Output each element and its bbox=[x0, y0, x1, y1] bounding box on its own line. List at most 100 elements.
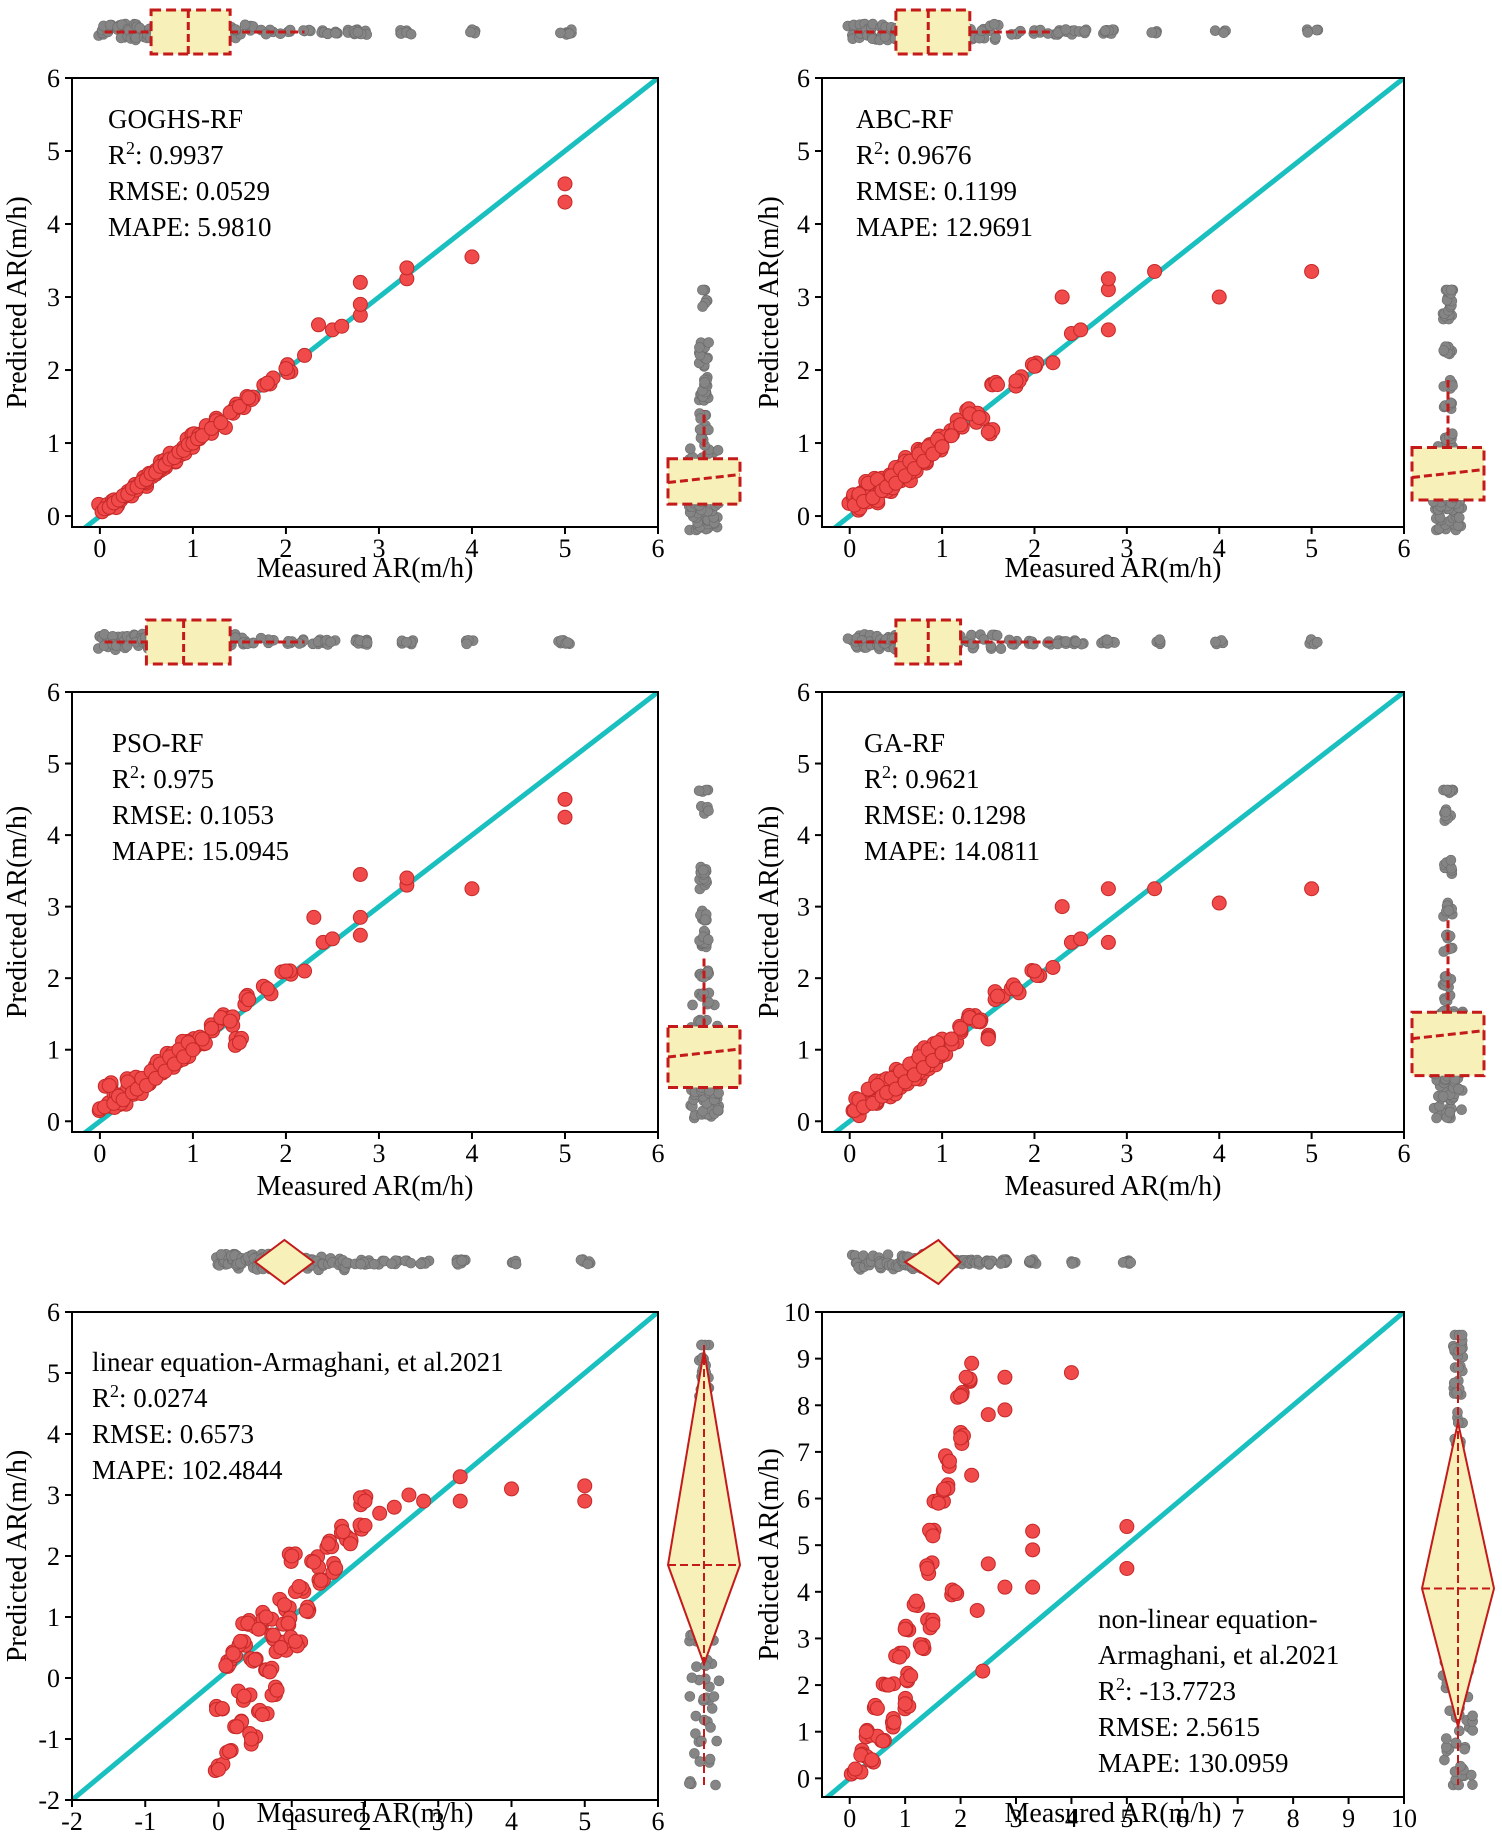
y-tick-label: 3 bbox=[797, 893, 810, 922]
y-tick-label: 3 bbox=[47, 893, 60, 922]
marginal-point bbox=[1431, 1112, 1442, 1124]
data-point bbox=[997, 1579, 1013, 1595]
marginal-point bbox=[711, 1735, 723, 1747]
marginal-point bbox=[1060, 24, 1072, 35]
data-point bbox=[914, 1640, 930, 1656]
x-tick-label: 9 bbox=[1342, 1804, 1355, 1833]
data-point bbox=[1045, 355, 1061, 371]
marginal-point bbox=[1302, 27, 1314, 38]
data-point bbox=[1119, 1519, 1135, 1535]
stat-line: MAPE: 14.0811 bbox=[864, 836, 1040, 866]
marginal-point bbox=[325, 636, 336, 648]
x-tick-label: 5 bbox=[1120, 1804, 1133, 1833]
marginal-point bbox=[456, 1255, 468, 1267]
y-tick-label: 0 bbox=[47, 1664, 60, 1693]
marginal-point bbox=[1443, 905, 1454, 916]
marginal-point bbox=[712, 444, 724, 456]
data-point bbox=[1211, 895, 1227, 911]
marginal-point bbox=[710, 1779, 721, 1791]
y-tick-label: 0 bbox=[797, 1107, 810, 1136]
y-tick-label: 4 bbox=[47, 821, 60, 850]
x-tick-label: -2 bbox=[61, 1807, 83, 1834]
x-tick-label: 3 bbox=[1120, 1139, 1133, 1168]
marginal-point bbox=[699, 914, 711, 925]
marginal-point bbox=[415, 1258, 426, 1270]
x-tick-label: 6 bbox=[1398, 1139, 1411, 1168]
plot-frame bbox=[71, 77, 659, 528]
data-point bbox=[557, 194, 573, 210]
data-point bbox=[265, 1627, 281, 1643]
scatter-panel-top-left: 0 1 2 3 4 5 6 0 1 2 3 4 5 6 Measured AR(m/h) Predicted … bbox=[2, 64, 665, 584]
data-point bbox=[925, 1616, 941, 1632]
marginal-point bbox=[697, 284, 708, 296]
y-tick-label: 6 bbox=[47, 1298, 60, 1327]
y-tick-label: 6 bbox=[797, 678, 810, 707]
y-tick-label: 4 bbox=[797, 1578, 810, 1607]
top-marginal-plot bbox=[842, 618, 1323, 666]
data-point bbox=[1054, 289, 1070, 305]
x-tick-label: 4 bbox=[465, 1139, 478, 1168]
marginal-point bbox=[684, 1778, 695, 1789]
x-axis-title: Measured AR(m/h) bbox=[257, 553, 474, 584]
marginal-point bbox=[697, 301, 708, 312]
data-point bbox=[919, 1560, 935, 1576]
marginal-point bbox=[1467, 1779, 1478, 1790]
x-tick-label: 3 bbox=[372, 1139, 385, 1168]
y-tick-label: 1 bbox=[797, 1718, 810, 1747]
marginal-point bbox=[1441, 1733, 1452, 1744]
x-tick-label: 3 bbox=[372, 534, 385, 563]
y-tick-label: 4 bbox=[797, 821, 810, 850]
y-axis-title: Predicted AR(m/h) bbox=[754, 806, 785, 1018]
data-point bbox=[306, 909, 322, 925]
data-point bbox=[284, 1548, 300, 1564]
data-point bbox=[875, 1733, 891, 1749]
data-point bbox=[185, 1042, 201, 1058]
marginal-point bbox=[1467, 1725, 1479, 1736]
data-point bbox=[464, 249, 480, 265]
x-tick-label: 6 bbox=[652, 1139, 665, 1168]
data-point bbox=[229, 1719, 245, 1735]
marginal-point bbox=[691, 1661, 702, 1672]
y-tick-label: 1 bbox=[797, 1036, 810, 1065]
stat-line: RMSE: 0.1199 bbox=[856, 176, 1017, 206]
data-point bbox=[557, 176, 573, 192]
x-tick-label: 3 bbox=[1010, 1804, 1023, 1833]
stat-line: R2: 0.9676 bbox=[856, 138, 972, 170]
identity-line bbox=[823, 1312, 1404, 1797]
x-tick-label: 1 bbox=[899, 1804, 912, 1833]
stat-line: RMSE: 0.6573 bbox=[92, 1419, 254, 1449]
x-axis-title: Measured AR(m/h) bbox=[1005, 553, 1222, 584]
stat-line: R2: 0.9621 bbox=[864, 762, 980, 794]
marginal-median bbox=[667, 1047, 741, 1059]
y-tick-label: 2 bbox=[47, 1542, 60, 1571]
marginal-box bbox=[666, 457, 742, 506]
data-point bbox=[1211, 289, 1227, 305]
y-tick-label: 6 bbox=[797, 64, 810, 93]
model-name-label: linear equation-Armaghani, et al.2021 bbox=[92, 1347, 504, 1377]
x-tick-label: 8 bbox=[1287, 1804, 1300, 1833]
x-tick-label: 0 bbox=[93, 534, 106, 563]
data-point bbox=[953, 1430, 969, 1446]
data-point bbox=[291, 1579, 307, 1594]
data-point bbox=[334, 318, 350, 334]
plot-frame bbox=[821, 1311, 1405, 1798]
data-point bbox=[357, 1518, 373, 1533]
marginal-point bbox=[687, 999, 698, 1011]
marginal-point bbox=[704, 1753, 716, 1765]
marginal-point bbox=[1210, 636, 1221, 648]
marginal-point bbox=[1450, 1737, 1462, 1749]
marginal-point bbox=[1060, 636, 1072, 647]
marginal-point bbox=[712, 1104, 724, 1116]
marginal-point bbox=[555, 27, 566, 39]
stat-line: RMSE: 0.1053 bbox=[112, 800, 274, 830]
scatter-panel-top-right: 0 1 2 3 4 5 6 0 1 2 3 4 5 6 Measured AR(m/h) Predicted … bbox=[754, 64, 1411, 584]
data-point bbox=[243, 1731, 259, 1747]
data-point bbox=[352, 909, 368, 925]
y-tick-label: 0 bbox=[47, 1107, 60, 1136]
x-tick-label: 6 bbox=[652, 1807, 665, 1834]
data-point bbox=[1025, 1523, 1041, 1539]
data-point bbox=[399, 260, 415, 276]
data-point bbox=[964, 1355, 980, 1371]
x-tick-label: 4 bbox=[1213, 1139, 1226, 1168]
plot-frame bbox=[821, 77, 1405, 528]
